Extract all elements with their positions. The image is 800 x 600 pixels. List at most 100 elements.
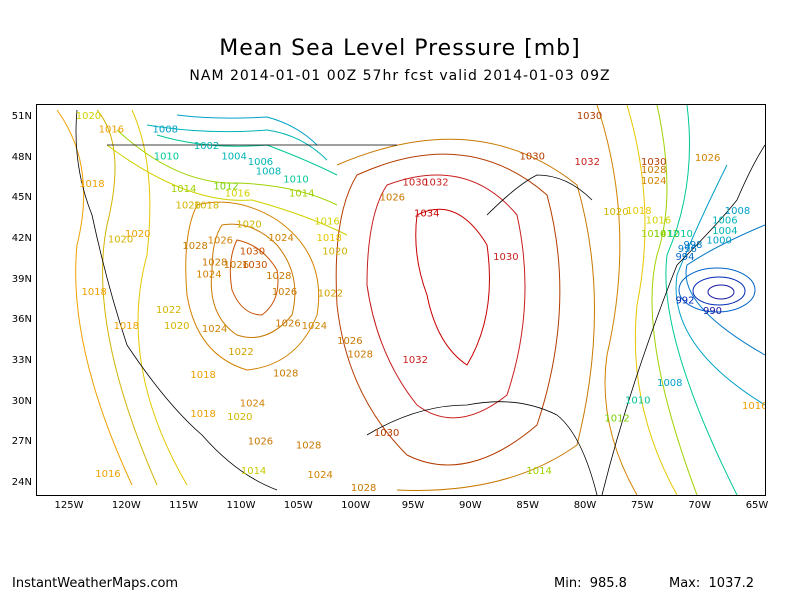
isobar-value-label: 1008 xyxy=(153,125,178,136)
isobar-1030-plains xyxy=(335,153,561,466)
isobar-value-label: 1010 xyxy=(625,396,650,407)
isobar-value-label: 1020 xyxy=(322,247,347,258)
isobar-value-label: 1028 xyxy=(351,483,376,494)
lon-tick-label: 65W xyxy=(745,500,769,511)
isobar-value-label: 1018 xyxy=(317,233,342,244)
isobar-value-label: 1016 xyxy=(314,217,339,228)
isobar-value-label: 1034 xyxy=(414,209,439,220)
isobar-value-label: 1030 xyxy=(577,111,602,122)
isobar-value-label: 1020 xyxy=(603,207,628,218)
isobar-value-label: 1030 xyxy=(641,157,666,168)
lon-tick-label: 115W xyxy=(169,500,199,511)
isobar-value-label: 992 xyxy=(675,295,694,306)
isobar-1014 xyxy=(116,129,338,206)
isobar-1026-high xyxy=(210,223,296,338)
isobar-value-label: 1030 xyxy=(374,428,399,439)
isobar-value-label: 1008 xyxy=(725,206,750,217)
isobar-value-label: 1026 xyxy=(337,336,362,347)
isobar-value-label: 1016 xyxy=(99,125,124,136)
lon-tick-label: 100W xyxy=(341,500,371,511)
isobar-value-label: 1020 xyxy=(125,229,150,240)
lat-tick-label: 45N xyxy=(11,192,32,204)
isobar-value-label: 1026 xyxy=(275,318,300,329)
isobar-value-label: 1028 xyxy=(182,241,207,252)
max-readout: Max: 1037.2 xyxy=(669,576,754,591)
isobar-1024-east xyxy=(596,105,638,495)
lat-tick-label: 39N xyxy=(11,273,32,285)
isobar-value-label: 1014 xyxy=(241,466,266,477)
map-title: Mean Sea Level Pressure [mb] xyxy=(219,36,581,61)
isobar-value-label: 1014 xyxy=(289,188,314,199)
isobar-1010-east xyxy=(665,105,738,495)
coastlines xyxy=(75,109,765,495)
isobar-value-label: 998 xyxy=(683,240,702,251)
isobar-value-label: 1024 xyxy=(196,270,221,281)
isobar-1014-east xyxy=(651,105,698,495)
site-credit: InstantWeatherMaps.com xyxy=(12,576,179,591)
isobar-value-label: 1024 xyxy=(240,398,265,409)
isobar-value-label: 1012 xyxy=(654,229,679,240)
isobar-value-label: 1030 xyxy=(519,152,544,163)
pacific-coastline xyxy=(75,109,278,491)
isobar-value-label: 1028 xyxy=(273,369,298,380)
isobar-990-low xyxy=(707,284,735,300)
isobar-value-label: 1016 xyxy=(646,215,671,226)
isobar-value-label: 1024 xyxy=(268,233,293,244)
isobar-value-label: 1026 xyxy=(224,260,249,271)
isobar-value-label: 996 xyxy=(678,244,697,255)
isobar-1030-high xyxy=(229,239,279,316)
lon-tick-label: 85W xyxy=(516,500,539,511)
isobar-value-label: 1018 xyxy=(194,200,219,211)
isobar-1020-west xyxy=(131,109,188,486)
isobar-value-label: 1010 xyxy=(667,229,692,240)
lat-tick-label: 27N xyxy=(11,436,32,448)
isobar-1006 xyxy=(146,124,328,161)
isobar-value-label: 1018 xyxy=(81,287,106,298)
lon-tick-label: 105W xyxy=(283,500,313,511)
isobar-value-label: 1020 xyxy=(175,200,200,211)
isobar-994-low xyxy=(678,267,756,313)
lon-tick-label: 110W xyxy=(226,500,256,511)
isobar-value-label: 1030 xyxy=(240,247,265,258)
isobar-value-label: 1026 xyxy=(695,153,720,164)
isobar-value-label: 994 xyxy=(675,252,694,263)
lat-tick-label: 36N xyxy=(11,314,32,326)
isobar-value-label: 1024 xyxy=(307,470,332,481)
isobar-value-label: 1010 xyxy=(154,152,179,163)
isobar-value-label: 1020 xyxy=(108,234,133,245)
lon-tick-label: 75W xyxy=(631,500,654,511)
isobar-value-label: 1020 xyxy=(236,219,261,230)
isobar-value-label: 1030 xyxy=(242,260,267,271)
lat-tick-label: 33N xyxy=(11,355,32,366)
isobar-value-label: 1016 xyxy=(95,469,120,480)
min-label: Min: xyxy=(554,576,582,591)
max-label: Max: xyxy=(669,576,701,591)
isobar-value-label: 1020 xyxy=(76,111,101,122)
max-value: 1037.2 xyxy=(708,576,755,591)
atlantic-coastline xyxy=(601,144,765,495)
isobar-value-label: 1022 xyxy=(228,347,253,358)
lat-tick-label: 51N xyxy=(11,111,32,122)
isobar-value-label: 1002 xyxy=(194,141,219,152)
isobar-1010 xyxy=(156,134,338,176)
lon-tick-label: 125W xyxy=(54,500,84,511)
isobar-value-label: 1024 xyxy=(202,324,227,335)
isobar-1028-plains xyxy=(336,138,595,491)
isobar-value-label: 1018 xyxy=(626,206,651,217)
isobar-value-label: 1018 xyxy=(190,370,215,381)
isobar-value-label: 1032 xyxy=(403,355,428,366)
isobar-value-label: 990 xyxy=(703,306,722,317)
isobar-value-label: 1004 xyxy=(712,226,737,237)
lon-tick-label: 80W xyxy=(573,500,597,511)
isobar-value-label: 1026 xyxy=(248,436,273,447)
isobar-1002 xyxy=(176,114,318,146)
isobar-992-low xyxy=(692,276,746,306)
isobar-value-label: 1000 xyxy=(706,236,731,247)
isobar-value-label: 1028 xyxy=(296,440,321,451)
isobar-value-label: 1010 xyxy=(283,175,308,186)
isobar-value-label: 1024 xyxy=(302,321,327,332)
isobar-value-label: 1014 xyxy=(171,184,196,195)
pressure-map: 1020 1016 1008 1002 1004 1006 1008 1010 1010 1012… xyxy=(36,104,766,496)
